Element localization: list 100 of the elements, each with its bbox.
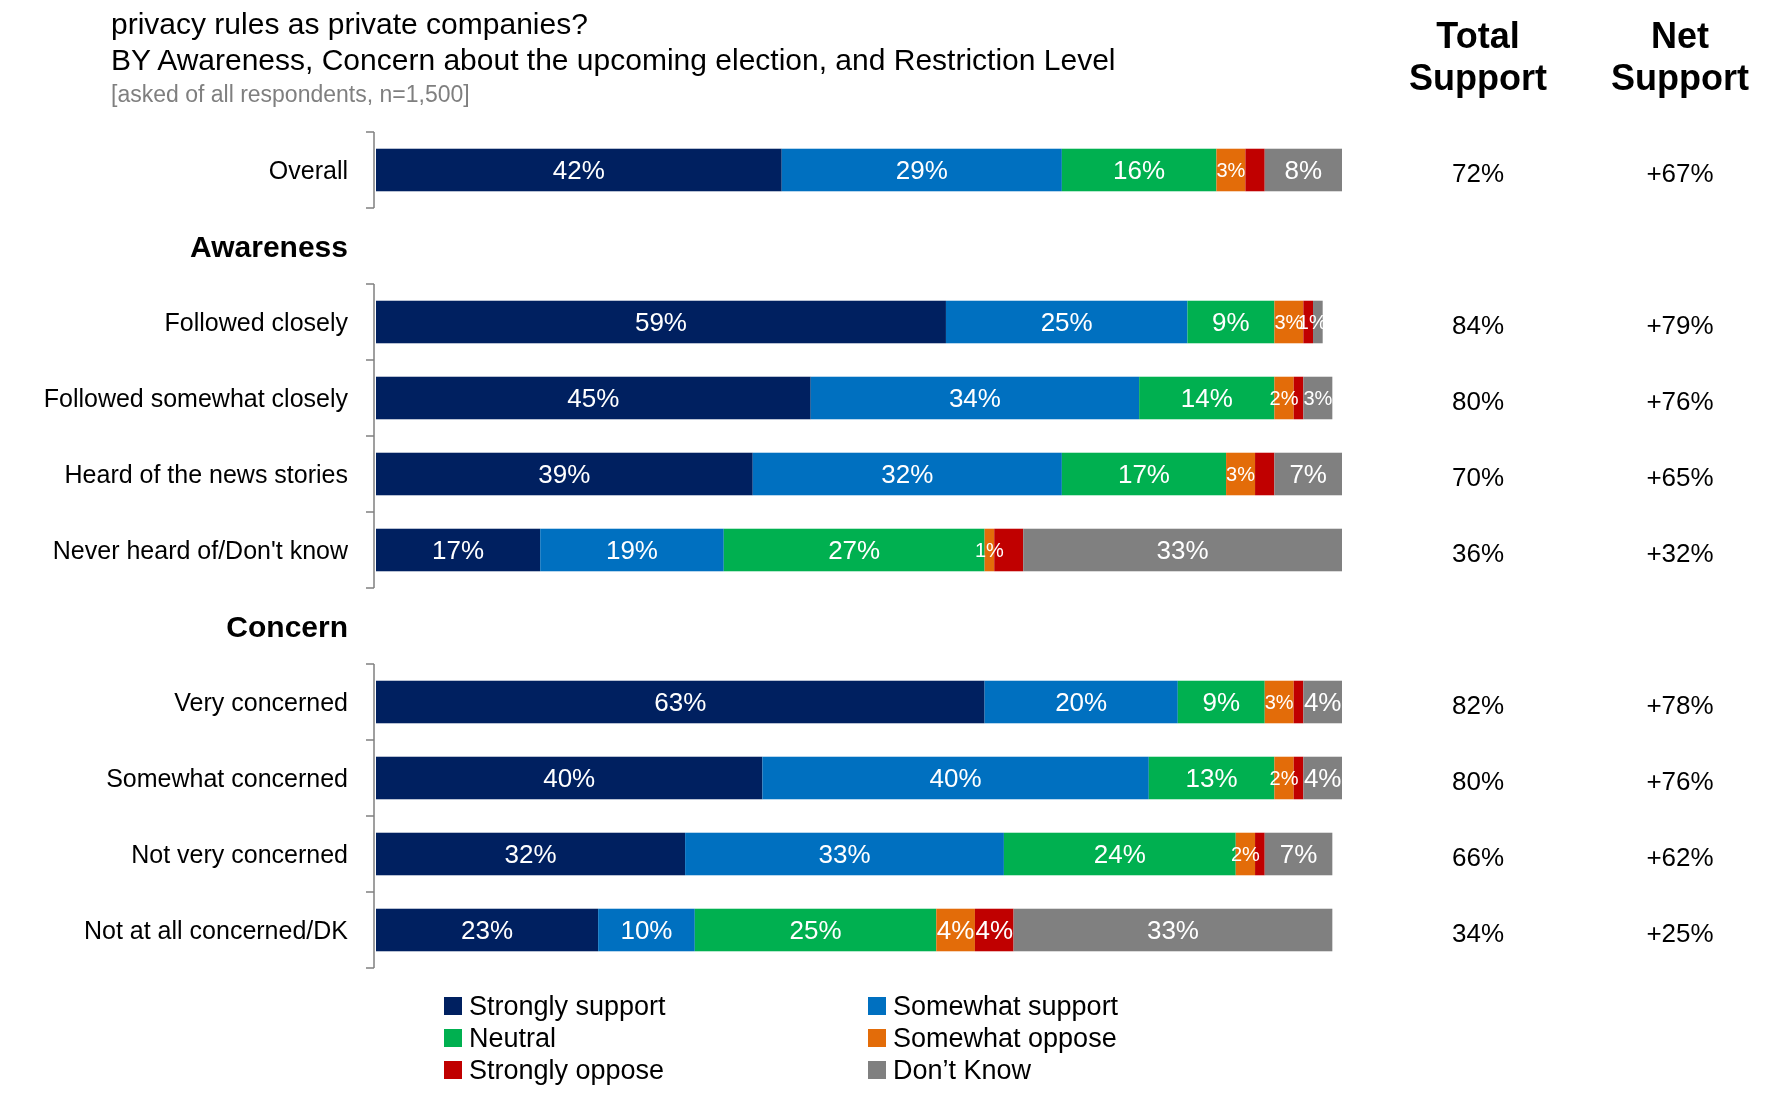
text: +65% (1646, 462, 1714, 493)
bar (781, 148, 1062, 192)
data-label: 33% (1156, 535, 1209, 566)
text: +62% (1646, 842, 1714, 873)
bar (1061, 148, 1217, 192)
legend-label: Don’t Know (893, 1055, 1032, 1086)
bar (762, 756, 1149, 800)
y-tick-label: Somewhat concerned (106, 763, 348, 792)
data-label: 32% (881, 459, 934, 490)
text: +25% (1646, 918, 1714, 949)
data-label: 34% (948, 383, 1001, 414)
text: +67% (1646, 158, 1714, 189)
data-label: 17% (1117, 459, 1170, 490)
bar (945, 300, 1188, 344)
text: 34% (1451, 918, 1505, 949)
data-label: 20% (1055, 687, 1108, 718)
bar (1293, 680, 1304, 724)
bar (376, 528, 541, 572)
data-label: 7% (1279, 839, 1318, 870)
y-tick-label: Awareness (190, 229, 348, 263)
data-label: 33% (818, 839, 871, 870)
legend-label: Strongly oppose (469, 1055, 665, 1086)
bar (1255, 452, 1275, 496)
text: Net Support (1611, 15, 1749, 98)
data-label: 3% (1216, 159, 1246, 181)
text: 82% (1451, 690, 1505, 721)
y-tick-label: Followed closely (164, 307, 349, 336)
data-label: 7% (1289, 459, 1327, 490)
text: 72% (1451, 158, 1505, 189)
bar (752, 452, 1062, 496)
chart-subtitle: BY Awareness, Concern about the upcoming election, and Restriction Level (111, 43, 1116, 76)
data-label: 3% (1264, 691, 1294, 713)
bar (1177, 680, 1265, 724)
text: +78% (1646, 690, 1714, 721)
y-tick-label: Not very concerned (131, 839, 348, 868)
bar (376, 148, 782, 192)
data-label: 9% (1202, 687, 1241, 718)
data-label: 4% (975, 915, 1014, 946)
y-tick-label: Not at all concerned/DK (83, 915, 349, 944)
data-label: 9% (1212, 307, 1250, 338)
data-label: 42% (552, 155, 605, 186)
bar (376, 452, 753, 496)
y-tick-label: Very concerned (174, 687, 348, 716)
data-label: 24% (1093, 839, 1146, 870)
y-tick-label: Never heard of/Don't know (52, 535, 349, 564)
data-label: 32% (504, 839, 557, 870)
text: 80% (1451, 766, 1505, 797)
text: 70% (1451, 462, 1505, 493)
data-label: 17% (432, 535, 485, 566)
bar (540, 528, 724, 572)
text: +76% (1646, 386, 1714, 417)
data-label: 29% (895, 155, 948, 186)
y-tick-label: Overall (268, 155, 348, 184)
bar (376, 756, 763, 800)
data-label: 27% (828, 535, 881, 566)
text: 36% (1451, 538, 1505, 569)
data-label: 23% (461, 915, 514, 946)
data-label: 13% (1185, 763, 1238, 794)
text: +32% (1646, 538, 1714, 569)
text: +76% (1646, 766, 1714, 797)
bar (376, 376, 811, 420)
data-label: 33% (1146, 915, 1199, 946)
data-label: 25% (789, 915, 842, 946)
bar (685, 832, 1004, 876)
legend-label: Strongly support (469, 991, 667, 1022)
legend-label: Somewhat oppose (893, 1023, 1117, 1054)
data-label: 45% (567, 383, 620, 414)
data-label: 3% (1303, 387, 1333, 409)
data-label: 59% (634, 307, 687, 338)
data-label: 10% (620, 915, 673, 946)
data-label: 4% (936, 915, 975, 946)
data-label: 40% (929, 763, 982, 794)
data-label: 3% (1226, 463, 1256, 485)
text: 84% (1451, 310, 1505, 341)
data-label: 19% (605, 535, 659, 566)
legend-label: Somewhat support (893, 991, 1119, 1022)
data-label: 8% (1284, 155, 1323, 186)
bar (376, 300, 946, 344)
data-label: 63% (654, 687, 707, 718)
bar (376, 908, 599, 952)
data-label: 4% (1303, 763, 1342, 794)
bar (376, 680, 985, 724)
y-tick-label: Heard of the news stories (64, 459, 348, 488)
text: 66% (1451, 842, 1505, 873)
bar (1061, 452, 1227, 496)
data-label: 4% (1303, 687, 1342, 718)
legend-label: Neutral (469, 1023, 557, 1054)
bar (984, 680, 1178, 724)
bar (376, 832, 686, 876)
text: Total Support (1409, 15, 1547, 98)
data-label: 25% (1040, 307, 1093, 338)
data-label: 40% (543, 763, 596, 794)
data-label: 16% (1113, 155, 1166, 186)
y-tick-label: Followed somewhat closely (43, 383, 349, 412)
y-tick-label: Concern (226, 609, 348, 643)
text: 80% (1451, 386, 1505, 417)
text: [asked of all respondents, n=1,500] (111, 81, 470, 107)
bar (1023, 528, 1342, 572)
bar (1245, 148, 1265, 192)
data-label: 14% (1180, 383, 1233, 414)
